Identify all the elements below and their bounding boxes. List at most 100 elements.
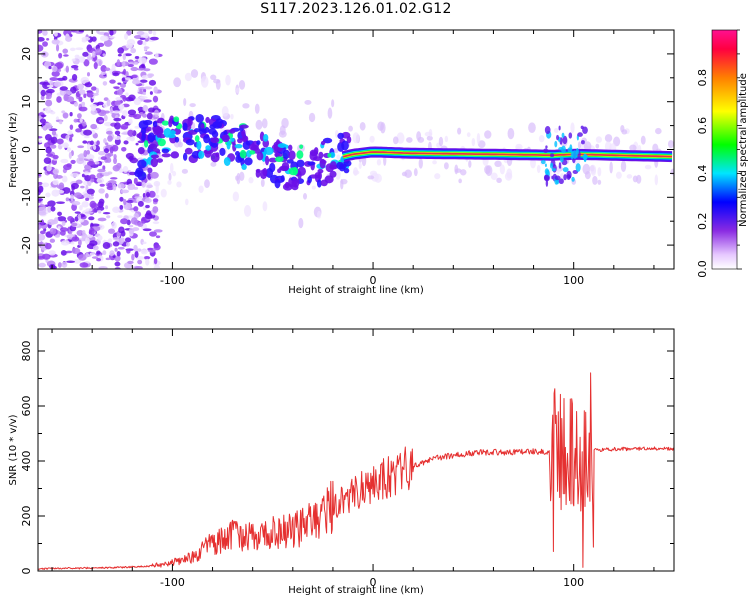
spectrogram-noise <box>107 152 114 157</box>
spectrogram-noise <box>359 121 366 131</box>
spectrogram-noise <box>51 65 58 73</box>
spectrogram-noise <box>83 59 90 67</box>
spectrogram-noise <box>62 48 69 54</box>
spectrogram-noise <box>74 216 79 222</box>
spectrogram-noise <box>279 125 286 136</box>
spectrogram-noise <box>105 142 109 146</box>
spectrogram-noise <box>254 103 260 114</box>
spectrogram-noise <box>468 160 472 168</box>
spectrogram-noise <box>142 113 147 118</box>
spectrogram-noise <box>86 154 95 160</box>
spectrogram-signal <box>337 132 344 140</box>
spectrogram-noise <box>536 164 541 174</box>
colorbar: 0.0 0.2 0.4 0.6 0.8 Normalized spectral ampl… <box>696 29 749 278</box>
spectrogram-noise <box>78 254 87 261</box>
colorbar-label: Normalized spectral amplitude <box>738 73 749 227</box>
spectrogram-signal <box>263 146 274 156</box>
spectrogram-noise <box>153 244 161 251</box>
spectrogram-noise <box>137 57 147 64</box>
spectrogram-noise <box>87 161 96 167</box>
spectrogram-noise <box>169 162 174 174</box>
spectrogram-signal <box>161 120 169 126</box>
spectrogram-noise <box>308 112 316 123</box>
spectrogram-noise <box>570 122 575 134</box>
spectrogram-noise <box>123 77 131 80</box>
spectrogram-noise <box>96 172 103 179</box>
spectrogram-noise <box>77 154 86 158</box>
spectrogram-signal <box>161 153 171 158</box>
spectrogram-noise <box>121 77 126 82</box>
spectrogram-noise <box>56 138 64 145</box>
spectrogram-noise <box>331 99 335 108</box>
spectrogram-burst <box>563 174 567 181</box>
spectrogram-noise <box>117 215 123 218</box>
spectrogram-burst <box>572 150 578 159</box>
spectrogram-noise <box>91 256 100 259</box>
spectrogram-noise <box>134 265 143 269</box>
spectrogram-noise <box>80 185 85 189</box>
spectrogram-noise <box>528 122 536 134</box>
spectrogram-signal <box>263 133 269 142</box>
spectrogram-noise <box>46 153 54 157</box>
spectrogram-noise <box>65 65 70 73</box>
spectrogram-noise <box>155 182 159 195</box>
spectrogram-noise <box>114 100 121 106</box>
spectrogram-noise <box>98 156 102 160</box>
spectrogram-noise <box>79 118 83 123</box>
spectrogram-signal <box>210 137 220 144</box>
spectrogram-noise <box>73 118 78 123</box>
spectrogram-noise <box>79 262 89 268</box>
spectrogram-noise <box>131 253 135 261</box>
spectrogram-noise <box>38 37 45 42</box>
spectrogram-noise <box>104 67 111 72</box>
spectrogram-noise <box>499 164 505 175</box>
spectrogram-noise <box>232 191 240 202</box>
spectrogram-noise <box>392 136 399 145</box>
spectrogram-noise <box>434 173 441 180</box>
spectrogram-noise <box>142 41 147 46</box>
spectrogram-noise <box>38 44 44 52</box>
spectrogram-noise <box>95 87 100 95</box>
spectrogram-noise <box>55 234 59 238</box>
spectrogram-noise <box>128 224 134 228</box>
spectrogram-noise <box>93 62 98 70</box>
spectrogram-noise <box>592 175 598 185</box>
spectrogram-noise <box>45 88 55 94</box>
spectrogram-noise <box>122 53 127 61</box>
spectrogram-noise <box>114 261 121 267</box>
spectrogram-noise <box>147 167 153 174</box>
spectrogram-noise <box>225 74 231 86</box>
spectrogram-noise <box>41 182 50 188</box>
spectrogram-noise <box>640 135 646 145</box>
spectrogram-noise <box>85 208 93 212</box>
spectrogram-noise <box>41 253 51 260</box>
spectrogram-noise <box>69 47 76 52</box>
spectrogram-noise <box>146 184 153 189</box>
spectrogram-noise <box>100 110 105 115</box>
spectrogram-noise <box>149 231 157 237</box>
spectrogram-noise <box>61 261 68 268</box>
spectrogram-noise <box>97 217 107 222</box>
spectrogram-noise <box>133 97 142 106</box>
spectrogram-signal <box>163 128 172 138</box>
spectrogram-noise <box>38 136 43 139</box>
spectrogram-ridge-layer <box>342 151 673 158</box>
spectrogram-signal <box>327 153 332 158</box>
spectrogram-noise <box>67 215 74 222</box>
spectrogram-noise <box>45 146 52 154</box>
spectrogram-noise <box>51 189 60 197</box>
spectrogram-noise <box>112 110 121 114</box>
spectrogram-burst <box>566 170 572 179</box>
spectrogram-noise <box>262 201 268 212</box>
spectrogram-noise <box>97 168 106 173</box>
spectrogram-noise <box>97 150 106 156</box>
spectrogram-noise <box>70 241 75 245</box>
spectrogram-noise <box>60 240 70 246</box>
spectrogram-noise <box>358 161 362 170</box>
spectrogram-noise <box>59 120 63 125</box>
spectrogram-noise <box>476 133 481 145</box>
spectrogram-noise <box>144 51 153 55</box>
spectrogram-noise <box>242 103 250 109</box>
spectrogram-noise <box>46 37 50 41</box>
